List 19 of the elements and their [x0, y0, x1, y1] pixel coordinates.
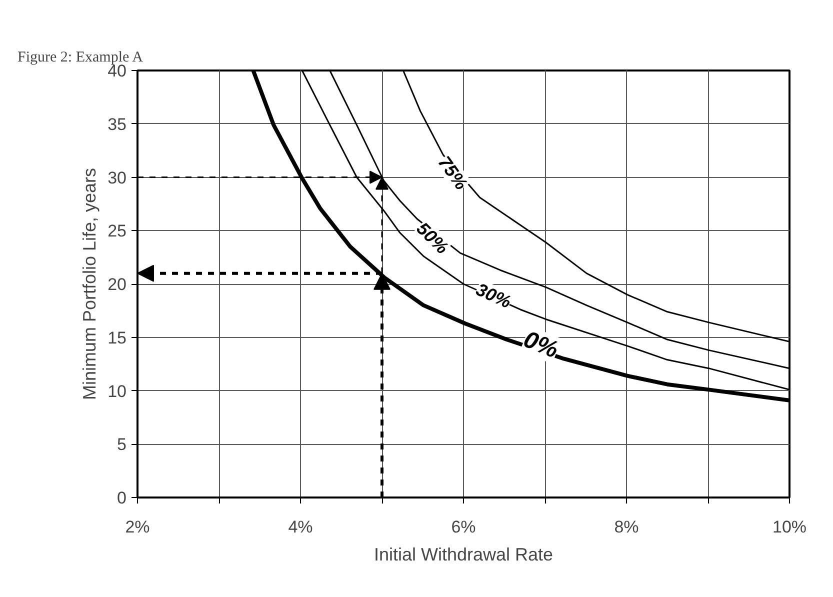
y-tick-label: 0	[117, 488, 127, 508]
y-tick-label: 5	[117, 435, 127, 454]
x-tick-label: 8%	[614, 518, 639, 536]
text: 0%	[520, 326, 562, 364]
text: 30%	[473, 279, 514, 312]
x-tick-label: 4%	[288, 518, 313, 536]
x-axis-title: Initial Withdrawal Rate	[374, 544, 554, 564]
x-tick-label: 6%	[451, 518, 476, 536]
text: 50%	[412, 218, 452, 258]
chart-title: Figure 2: Example A	[18, 50, 144, 66]
x-tick-label: 2%	[125, 518, 150, 536]
y-tick-label: 25	[108, 222, 127, 241]
x-tick-label: 10%	[772, 518, 807, 536]
y-tick-label: 20	[108, 275, 127, 294]
y-tick-label: 10	[108, 382, 127, 401]
y-tick-label: 35	[108, 114, 127, 134]
y-axis-title: Minimum Portfolio Life, years	[80, 168, 100, 400]
y-tick-label: 15	[108, 328, 127, 348]
y-tick-label: 30	[108, 168, 127, 188]
